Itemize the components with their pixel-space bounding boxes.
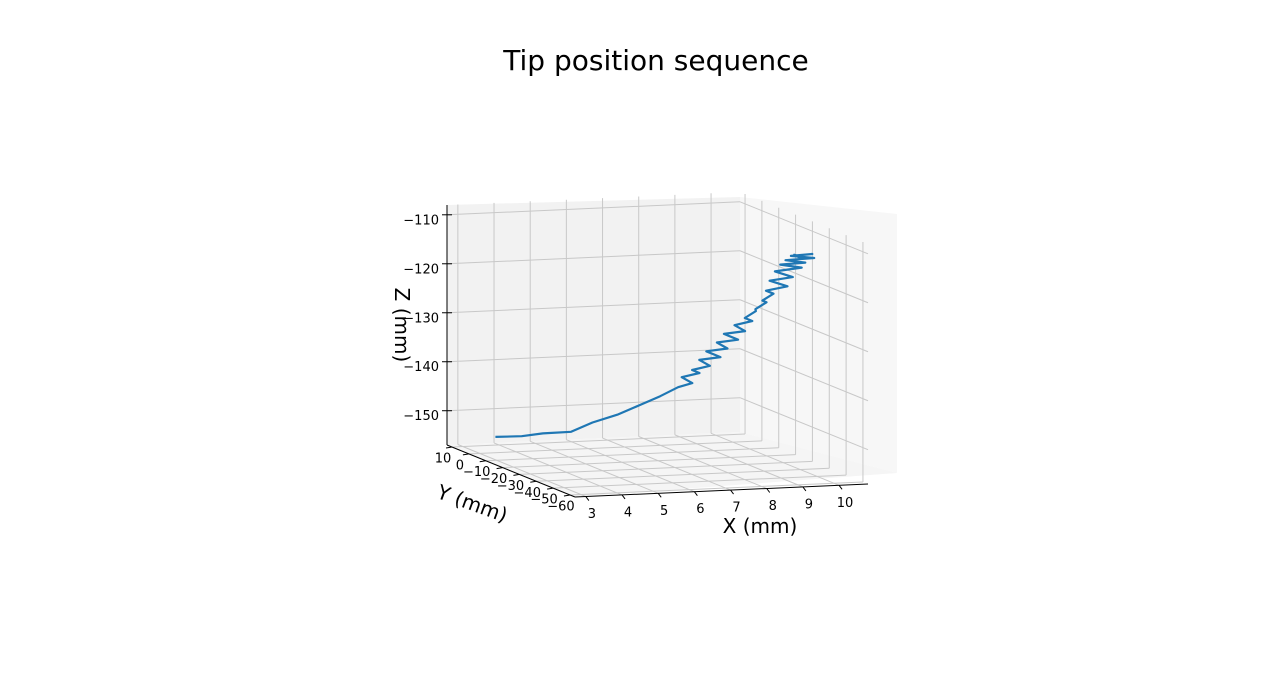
x-axis-line <box>574 483 869 498</box>
z-tick-label: −130 <box>403 311 439 326</box>
y-tick <box>513 473 520 476</box>
x-tick-label: 7 <box>732 501 740 516</box>
y-grid-line <box>452 433 746 448</box>
tick-marks <box>442 214 843 501</box>
y-grid-line <box>553 474 847 489</box>
x-tick <box>802 486 807 492</box>
x-tick <box>693 491 698 497</box>
y-tick <box>462 453 469 456</box>
x-tick-label: 8 <box>769 499 777 514</box>
trajectory-line <box>495 252 816 438</box>
y-tick <box>479 460 486 463</box>
z-tick-label: −140 <box>403 360 439 375</box>
x-tick <box>657 493 662 498</box>
y-tick-label: 10 <box>435 452 452 467</box>
z-grid-line <box>739 299 869 353</box>
chart-title: Tip position sequence <box>503 44 809 77</box>
y-tick-label: −60 <box>547 499 574 514</box>
y-grid-line <box>502 454 796 469</box>
z-grid-line <box>446 348 741 363</box>
y-tick-label: −30 <box>497 479 524 494</box>
z-grid-line <box>446 299 741 314</box>
y-grid-line <box>569 481 863 496</box>
x-tick <box>585 496 590 501</box>
grid-lines <box>446 193 869 497</box>
y-tick <box>496 467 503 470</box>
x-tick <box>621 494 626 500</box>
y-tick <box>530 480 537 483</box>
x-tick-label: 3 <box>588 507 596 522</box>
y-grid-line <box>536 467 830 482</box>
floor-pane <box>447 432 897 497</box>
x-tick <box>838 484 843 490</box>
tick-labels: 3 4 5 6 7 8 9 10 10 0−10−20−30−40−50−60 −110 −120 −1… <box>403 213 853 522</box>
z-grid-line <box>446 397 741 412</box>
y-tick-label: −20 <box>480 472 507 487</box>
y-tick-label: 0 <box>456 458 464 473</box>
z-grid-line <box>739 348 869 402</box>
z-tick-label: −150 <box>403 409 439 424</box>
x-axis-label: X (mm) <box>723 514 798 538</box>
z-tick-label: −110 <box>403 213 439 228</box>
y-tick-label: −10 <box>463 465 490 480</box>
x-tick-label: 4 <box>624 505 632 520</box>
back-pane <box>447 197 740 445</box>
y-tick <box>445 446 453 449</box>
z-grid-line <box>446 250 741 265</box>
x-tick-label: 9 <box>805 497 813 512</box>
y-grid-line <box>519 460 813 475</box>
z-grid-line <box>739 397 869 451</box>
x-tick-label: 10 <box>837 496 854 511</box>
y-tick-label: −50 <box>530 493 557 508</box>
x-tick-label: 6 <box>696 502 704 517</box>
z-tick-label: −120 <box>403 262 439 277</box>
y-grid-line <box>468 440 762 455</box>
y-tick-label: −40 <box>514 486 541 501</box>
y-tick <box>563 494 571 497</box>
x-tick-label: 5 <box>660 504 668 519</box>
y-tick <box>547 487 554 490</box>
z-grid-line <box>446 201 741 216</box>
z-grid-line <box>739 250 869 304</box>
y-grid-line <box>485 447 779 462</box>
right-pane <box>740 197 897 473</box>
x-tick <box>766 488 771 493</box>
z-axis-label: Z (mm) <box>390 288 414 363</box>
x-tick <box>730 489 734 495</box>
z-grid-line <box>739 201 869 255</box>
